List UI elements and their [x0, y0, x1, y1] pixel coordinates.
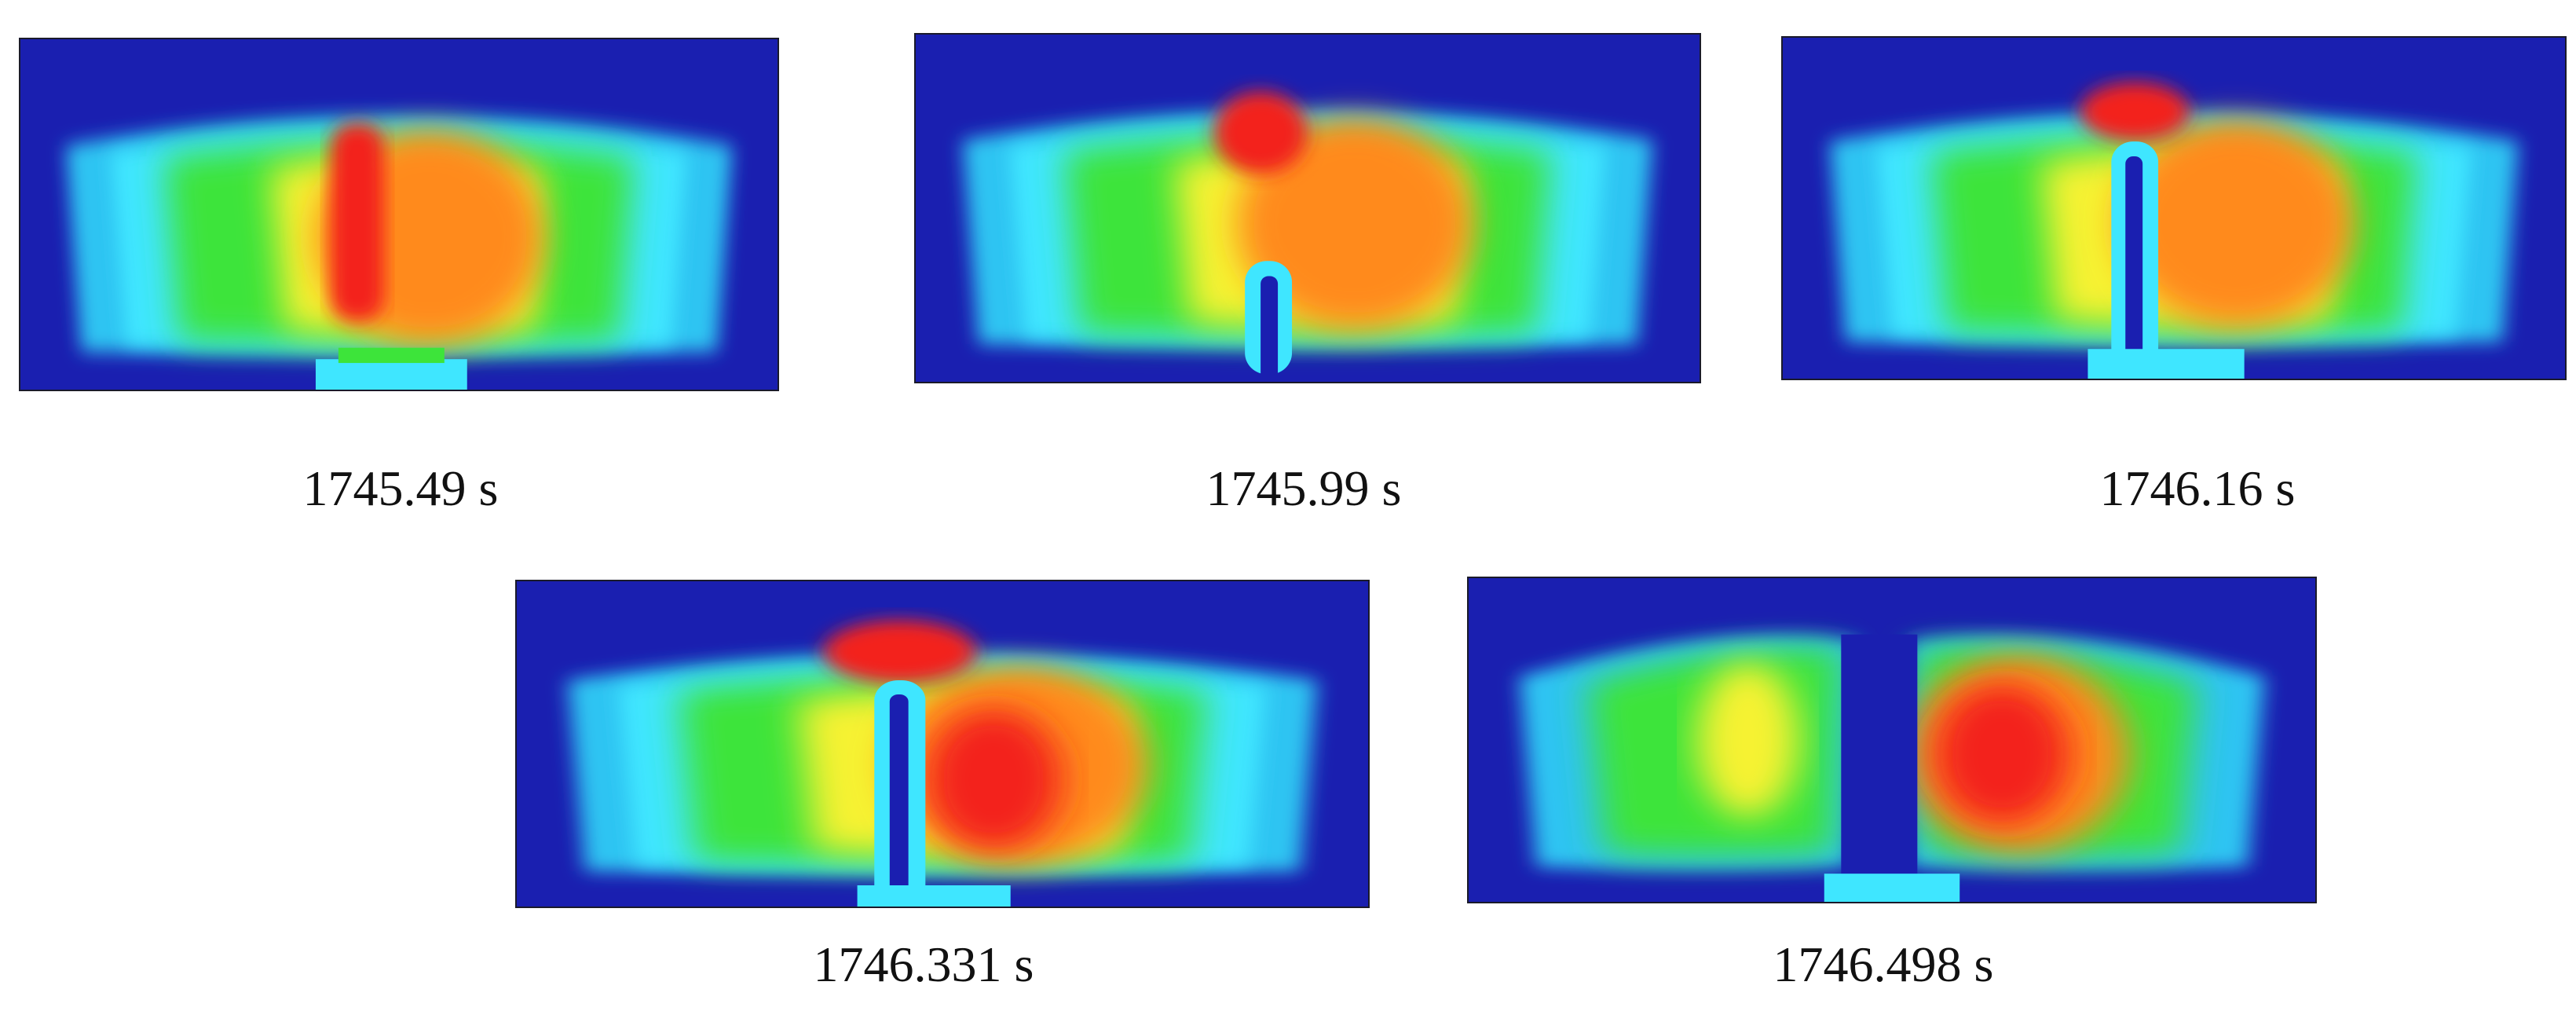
temperature-contour-2	[916, 35, 1700, 382]
panel-2-time-label: 1745.99 s	[1206, 460, 1402, 516]
panel-5-time-label: 1746.498 s	[1773, 936, 1994, 992]
contour-panel-2	[914, 33, 1701, 383]
temperature-contour-4	[517, 581, 1368, 907]
temperature-contour-1	[20, 39, 778, 390]
panel-1-time-label: 1745.49 s	[302, 460, 499, 516]
panel-3-time-label: 1746.16 s	[2099, 460, 2296, 516]
contour-panel-1	[19, 38, 779, 391]
temperature-contour-3	[1783, 38, 2565, 379]
temperature-contour-5	[1469, 578, 2315, 902]
contour-panel-3	[1781, 36, 2567, 380]
contour-panel-5	[1467, 577, 2317, 903]
contour-panel-4	[515, 580, 1370, 908]
panel-4-time-label: 1746.331 s	[813, 936, 1034, 992]
